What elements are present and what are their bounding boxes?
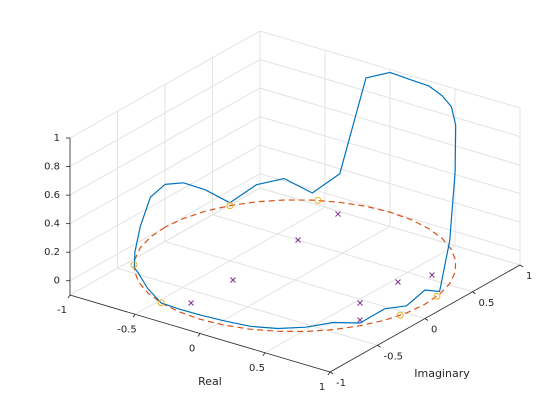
grid-line	[134, 50, 326, 315]
x-axis-label: Real	[198, 375, 222, 388]
zero-marker	[396, 311, 404, 319]
pole-marker	[395, 279, 401, 285]
grid-line	[69, 87, 521, 196]
x-tick	[197, 333, 201, 337]
grid-line	[117, 111, 378, 346]
y-tick	[329, 371, 334, 375]
zero-marker	[130, 261, 138, 269]
pole-marker	[335, 211, 341, 217]
zero-marker	[157, 299, 165, 307]
grid-line	[69, 144, 521, 253]
y-tick	[519, 264, 524, 268]
pole-marker	[295, 237, 301, 243]
zero-marker	[226, 202, 234, 210]
x-tick	[132, 314, 136, 318]
z-tick-label: 0	[54, 276, 60, 287]
z-tick-label: 0.6	[44, 190, 60, 201]
grid-line	[69, 59, 521, 167]
y-tick-label: 1	[526, 271, 532, 282]
z-tick-label: 0.2	[44, 247, 60, 258]
y-tick-label: -0.5	[384, 351, 404, 362]
grid-line	[264, 88, 456, 354]
x-tick-label: -0.5	[117, 324, 137, 335]
pole-marker	[357, 317, 363, 323]
y-axis-label: Imaginary	[414, 367, 470, 380]
x-tick-label: 0.5	[249, 363, 265, 374]
y-tick-label: 0.5	[479, 298, 495, 309]
grid-line	[212, 57, 473, 293]
x-tick	[327, 371, 331, 376]
y-tick	[472, 291, 476, 295]
x-tick	[67, 294, 71, 299]
unit-circle	[133, 199, 457, 333]
zero-marker	[314, 196, 322, 204]
z-tick-label: 0.4	[44, 219, 60, 230]
z-tick-label: 1	[54, 133, 60, 144]
zero-marker	[433, 292, 441, 300]
grid-line	[69, 30, 521, 139]
y-tick-label: -1	[336, 378, 346, 389]
grid-line	[69, 116, 521, 225]
y-tick	[424, 318, 429, 321]
grid-line	[164, 84, 426, 319]
grid-line	[329, 108, 521, 373]
x-tick	[262, 352, 266, 356]
z-tick-label: 0.8	[44, 162, 60, 173]
x-tick-label: 0	[189, 344, 195, 355]
grid-line	[259, 31, 521, 266]
pole-marker	[429, 272, 435, 278]
x-tick-label: 1	[319, 382, 325, 393]
y-tick-label: 0	[431, 325, 437, 336]
response-curve	[133, 71, 457, 330]
pole-marker	[188, 300, 194, 306]
y-tick	[377, 344, 381, 348]
grid-line	[69, 173, 521, 282]
x-tick-label: -1	[57, 305, 67, 316]
pole-marker	[357, 300, 363, 306]
pole-marker	[230, 277, 236, 283]
